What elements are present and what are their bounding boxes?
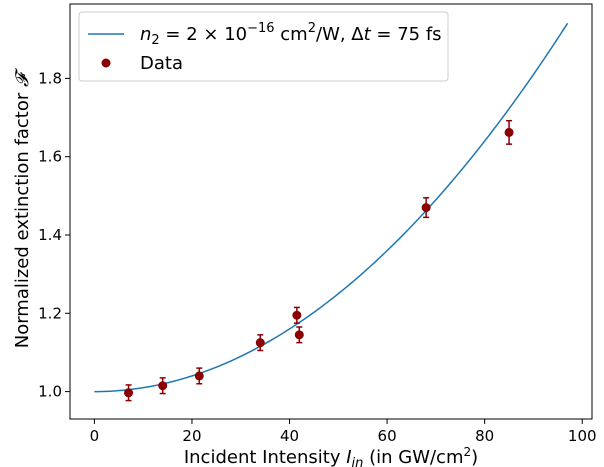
- x-tick-label: 40: [280, 427, 299, 445]
- data-point: [255, 338, 265, 348]
- x-tick-label: 0: [90, 427, 100, 445]
- x-tick-label: 100: [568, 427, 597, 445]
- y-tick-label: 1.2: [38, 304, 62, 322]
- y-tick-label: 1.6: [38, 148, 62, 166]
- legend: n2 = 2 × 10−16 cm2/W, Δt = 75 fs Data: [78, 11, 449, 82]
- y-tick-label: 1.4: [38, 226, 62, 244]
- y-tick-label: 1.8: [38, 69, 62, 87]
- x-tick-label: 80: [475, 427, 494, 445]
- x-axis-ticks: 0 20 40 60 80 100: [90, 419, 597, 445]
- legend-line-label: n2 = 2 × 10−16 cm2/W, Δt = 75 fs: [140, 21, 442, 48]
- data-point: [504, 127, 514, 137]
- y-tick-label: 1.0: [38, 383, 62, 401]
- data-point: [194, 371, 204, 381]
- data-point: [158, 381, 168, 391]
- x-axis-label: Incident Intensity Iin (in GW/cm2): [184, 445, 478, 467]
- x-tick-label: 60: [378, 427, 397, 445]
- legend-box: [78, 11, 449, 82]
- y-axis-label: Normalized extinction factor 𝓕: [12, 67, 33, 348]
- data-point: [292, 310, 302, 320]
- data-point: [124, 388, 134, 398]
- plot-frame: [69, 3, 593, 420]
- legend-data-swatch: [101, 58, 111, 68]
- legend-data-label: Data: [140, 53, 183, 74]
- fit-layer: [94, 22, 569, 393]
- x-tick-label: 20: [182, 427, 201, 445]
- fit-line: [94, 22, 569, 393]
- y-axis-ticks: 1.0 1.2 1.4 1.6 1.8: [38, 69, 70, 401]
- data-point: [294, 330, 304, 340]
- data-point: [421, 203, 431, 213]
- points-layer: [124, 119, 514, 402]
